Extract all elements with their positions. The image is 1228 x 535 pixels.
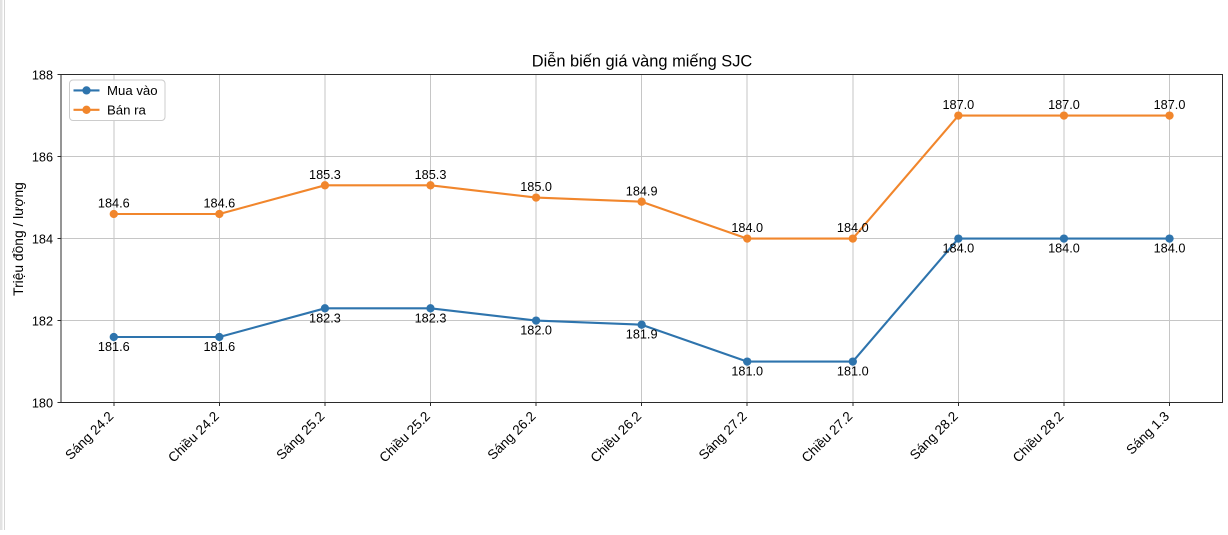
svg-text:184.6: 184.6 [203, 197, 235, 211]
svg-text:184.0: 184.0 [837, 221, 869, 235]
svg-text:Bán ra: Bán ra [107, 102, 147, 117]
svg-text:182.3: 182.3 [309, 311, 341, 325]
svg-text:185.3: 185.3 [309, 168, 341, 182]
svg-text:184.0: 184.0 [942, 242, 974, 256]
svg-text:181.6: 181.6 [98, 340, 130, 354]
svg-text:182: 182 [32, 315, 53, 329]
svg-text:187.0: 187.0 [1154, 98, 1186, 112]
svg-text:182.3: 182.3 [415, 311, 447, 325]
svg-text:184.0: 184.0 [731, 221, 763, 235]
svg-text:184.0: 184.0 [1154, 242, 1186, 256]
svg-text:185.0: 185.0 [520, 180, 552, 194]
svg-text:Diễn biến giá vàng miếng SJC: Diễn biến giá vàng miếng SJC [532, 52, 753, 71]
svg-text:187.0: 187.0 [942, 98, 974, 112]
svg-text:181.6: 181.6 [203, 340, 235, 354]
svg-text:184.9: 184.9 [626, 184, 658, 198]
svg-text:188: 188 [32, 69, 53, 83]
svg-text:Triệu đồng / lượng: Triệu đồng / lượng [11, 182, 26, 296]
svg-text:181.0: 181.0 [837, 365, 869, 379]
svg-text:184: 184 [32, 233, 53, 247]
svg-text:180: 180 [32, 397, 53, 411]
svg-text:182.0: 182.0 [520, 324, 552, 338]
svg-text:184.6: 184.6 [98, 197, 130, 211]
svg-text:184.0: 184.0 [1048, 242, 1080, 256]
svg-text:187.0: 187.0 [1048, 98, 1080, 112]
svg-text:185.3: 185.3 [415, 168, 447, 182]
svg-text:181.0: 181.0 [731, 365, 763, 379]
svg-text:186: 186 [32, 151, 53, 165]
svg-text:181.9: 181.9 [626, 328, 658, 342]
svg-text:Mua vào: Mua vào [107, 83, 158, 98]
